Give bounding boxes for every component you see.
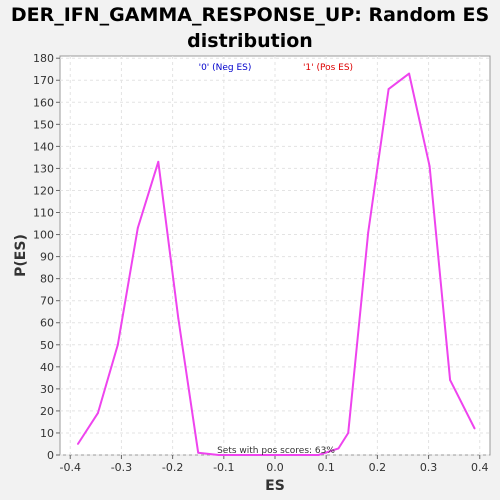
y-tick-label: 180 — [33, 52, 54, 65]
data-point — [347, 432, 350, 434]
y-tick-label: 10 — [40, 427, 54, 440]
data-point — [116, 343, 119, 346]
x-axis: -0.4 -0.3 -0.2 -0.1 0.0 0.1 0.2 0.3 0.4 — [60, 455, 489, 474]
y-tick-label: 170 — [33, 74, 54, 87]
y-tick-label: 140 — [33, 140, 54, 153]
x-axis-title: ES — [265, 478, 285, 494]
x-tick-label: 0.0 — [266, 461, 284, 474]
x-tick-label: 0.3 — [420, 461, 438, 474]
data-point — [96, 412, 99, 415]
data-point — [428, 165, 431, 168]
x-tick-label: -0.4 — [60, 461, 81, 474]
data-point — [387, 88, 390, 90]
y-tick-label: 120 — [33, 184, 54, 197]
y-tick-label: 30 — [40, 383, 54, 396]
y-tick-label: 0 — [47, 449, 54, 462]
y-tick-label: 80 — [40, 273, 54, 286]
legend-entry-neg-es: '0' (Neg ES) — [199, 63, 252, 73]
y-tick-label: 60 — [40, 317, 54, 330]
data-point — [297, 454, 300, 456]
y-tick-label: 70 — [40, 295, 54, 308]
data-point — [257, 454, 260, 456]
y-tick-label: 20 — [40, 405, 54, 418]
series-layer — [77, 72, 476, 456]
data-point — [337, 447, 340, 450]
y-tick-label: 110 — [33, 207, 54, 220]
legend: '0' (Neg ES) '1' (Pos ES) — [199, 63, 353, 73]
y-tick-label: 100 — [33, 229, 54, 242]
chart-title: DER_IFN_GAMMA_RESPONSE_UP: Random ES dis… — [10, 4, 490, 52]
data-point — [408, 72, 411, 75]
data-point — [77, 443, 79, 445]
grid-lines — [60, 56, 490, 456]
data-point — [367, 231, 370, 234]
data-point — [237, 454, 240, 456]
data-point — [317, 454, 320, 456]
x-tick-label: -0.3 — [111, 461, 132, 474]
y-tick-label: 130 — [33, 162, 54, 175]
pos-scores-annotation: Sets with pos scores: 63% — [217, 446, 335, 456]
x-tick-label: 0.1 — [317, 461, 335, 474]
y-tick-label: 150 — [33, 118, 54, 131]
x-tick-label: 0.4 — [471, 461, 489, 474]
y-axis: 0 10 20 30 40 50 60 70 80 90 100 110 120 130 140 150 160… — [33, 52, 60, 462]
data-point — [277, 454, 280, 456]
y-tick-label: 40 — [40, 361, 54, 374]
data-point — [177, 317, 180, 320]
x-tick-label: -0.1 — [213, 461, 234, 474]
data-point — [217, 454, 220, 456]
x-tick-label: 0.2 — [369, 461, 387, 474]
y-tick-label: 160 — [33, 96, 54, 109]
data-point — [136, 227, 139, 229]
data-point — [157, 160, 160, 163]
legend-entry-pos-es: '1' (Pos ES) — [303, 63, 353, 73]
x-tick-label: -0.2 — [162, 461, 183, 474]
data-point — [197, 451, 200, 454]
data-point — [473, 427, 476, 430]
y-tick-label: 50 — [40, 339, 54, 352]
data-point — [449, 379, 451, 381]
y-axis-title: P(ES) — [13, 234, 29, 277]
y-tick-label: 90 — [40, 251, 54, 264]
